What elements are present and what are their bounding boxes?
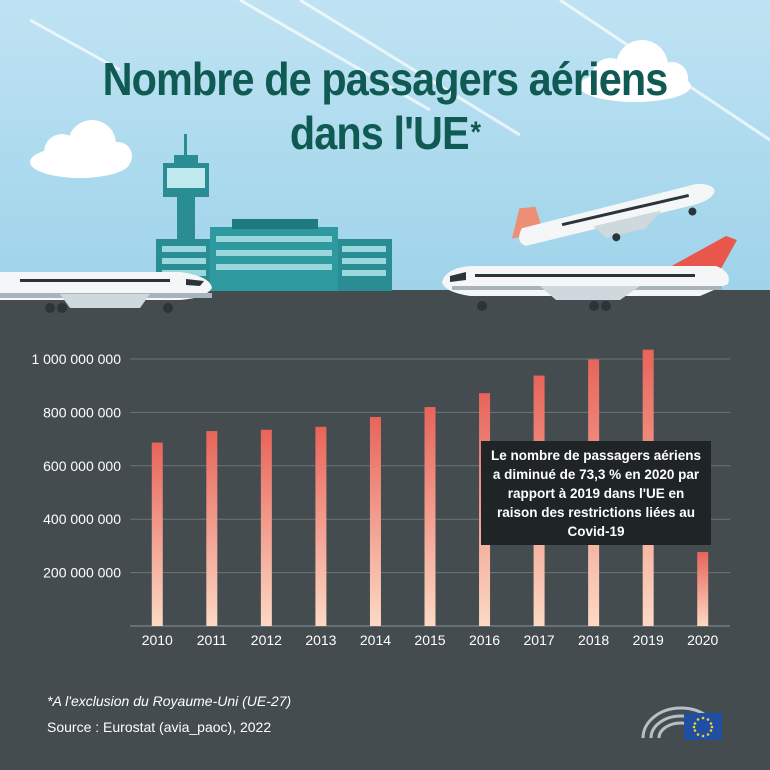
x-tick-label: 2019 <box>633 632 664 648</box>
y-tick-label: 400 000 000 <box>43 511 121 527</box>
chart-title: Nombre de passagers aériens dans l'UE* <box>39 52 732 160</box>
bar-2020 <box>697 552 709 626</box>
x-tick-label: 2012 <box>251 632 282 648</box>
footnote: *A l'exclusion du Royaume-Uni (UE-27) <box>47 693 292 709</box>
x-tick-label: 2014 <box>360 632 391 648</box>
y-tick-label: 800 000 000 <box>43 404 121 420</box>
x-tick-label: 2010 <box>142 632 173 648</box>
y-tick-label: 200 000 000 <box>43 565 121 581</box>
title-line-2-text: dans l'UE <box>289 107 470 159</box>
bar-2015 <box>424 407 436 626</box>
bar-2010 <box>151 442 163 626</box>
title-footnote-mark: * <box>470 116 481 149</box>
airplane-icon <box>511 183 715 246</box>
y-axis-tick-labels: 200 000 000 400 000 000 600 000 000 800 000… <box>31 351 121 581</box>
cloud-icon <box>579 40 691 102</box>
eu-flag-icon <box>684 713 722 740</box>
bar-2013 <box>315 426 327 626</box>
x-tick-label: 2015 <box>414 632 445 648</box>
airport-illustration <box>0 0 770 313</box>
y-tick-label: 600 000 000 <box>43 458 121 474</box>
cloud-icon <box>30 120 132 178</box>
control-tower-icon <box>163 134 209 241</box>
x-tick-label: 2011 <box>197 632 227 648</box>
x-axis-tick-labels: 2010 2011 2012 2013 2014 2015 2016 2017 2018 2019… <box>142 632 719 648</box>
x-tick-label: 2018 <box>578 632 609 648</box>
y-tick-label: 1 000 000 000 <box>31 351 121 367</box>
airplane-icon <box>442 236 737 311</box>
bar-2011 <box>206 431 218 626</box>
european-parliament-logo <box>641 706 722 740</box>
x-tick-label: 2020 <box>687 632 718 648</box>
x-tick-label: 2013 <box>305 632 336 648</box>
source-note: Source : Eurostat (avia_paoc), 2022 <box>47 719 272 735</box>
title-line-1: Nombre de passagers aériens <box>102 53 669 105</box>
terminal-building-icon <box>156 219 392 291</box>
annotation-box: Le nombre de passagers aériens a diminué… <box>481 441 711 545</box>
x-tick-label: 2016 <box>469 632 500 648</box>
bar-2014 <box>369 416 381 626</box>
airplane-icon <box>0 272 212 313</box>
bar-2012 <box>260 429 272 626</box>
title-line-2: dans l'UE* <box>39 106 732 160</box>
x-tick-label: 2017 <box>524 632 555 648</box>
